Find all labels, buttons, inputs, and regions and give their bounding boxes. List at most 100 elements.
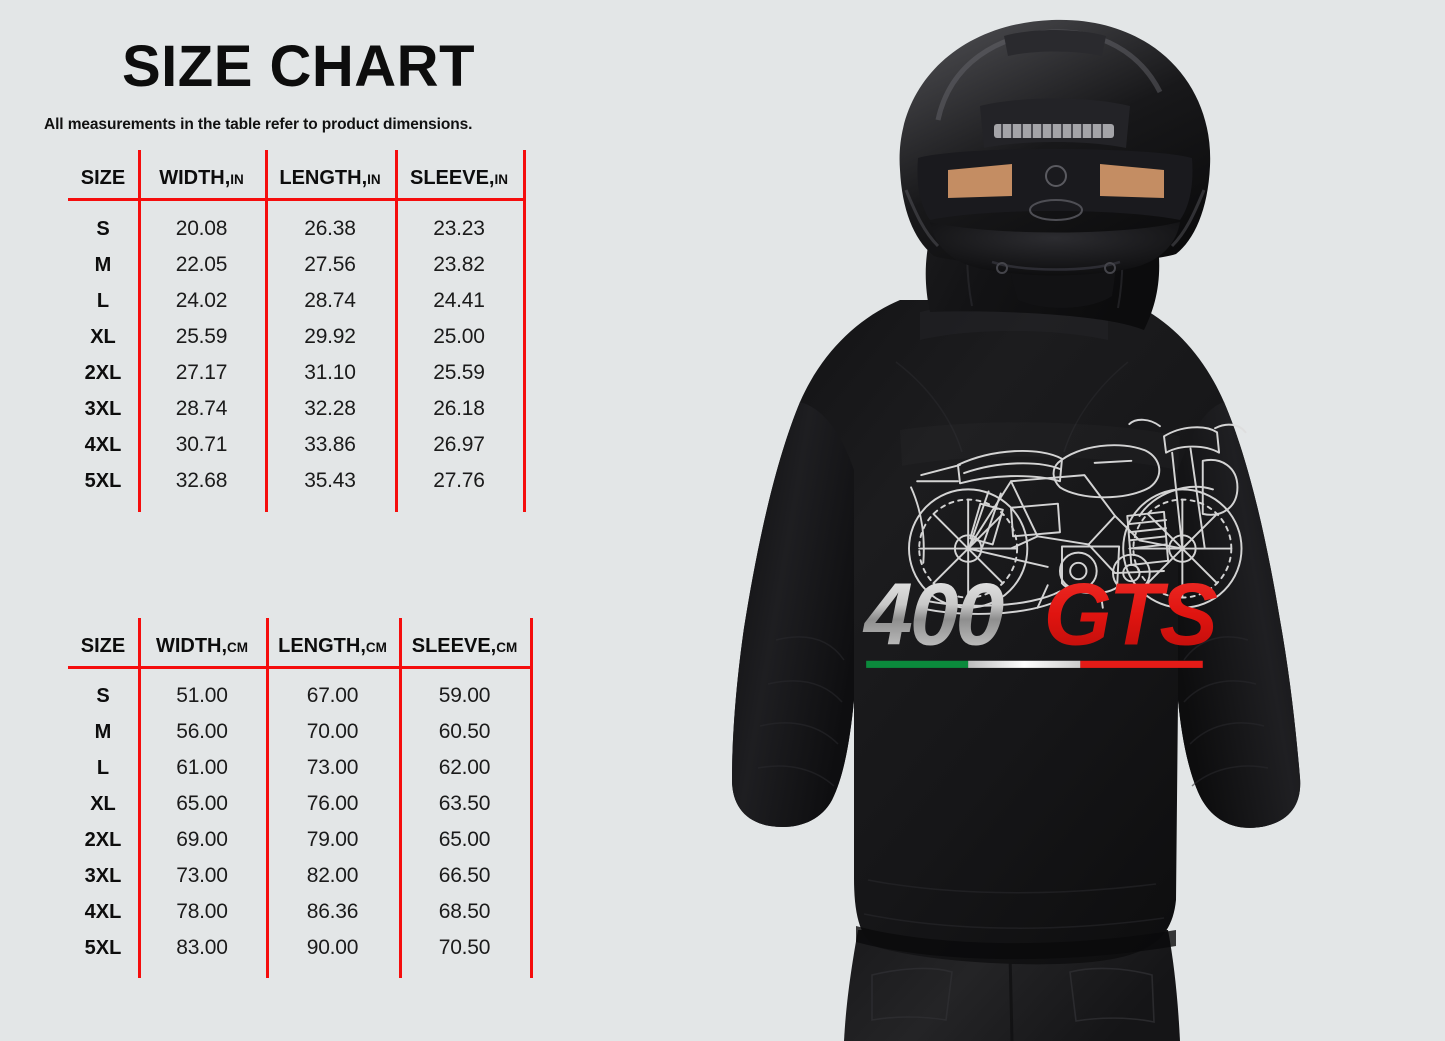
table-row: L 61.00 73.00 62.00	[68, 750, 533, 786]
cell-length: 79.00	[306, 828, 359, 851]
unit-label: IN	[367, 171, 381, 187]
table-row: 2XL 27.17 31.10 25.59	[68, 355, 526, 391]
helmet-top-vent	[1004, 30, 1106, 56]
table-row: 5XL 83.00 90.00 70.50	[68, 930, 533, 966]
cell-sleeve: 70.50	[438, 936, 491, 959]
unit-label: CM	[365, 639, 387, 655]
cell-size: 4XL	[84, 433, 122, 456]
cell-length: 27.56	[304, 253, 356, 276]
cell-length: 70.00	[306, 720, 359, 743]
unit-label: IN	[494, 171, 508, 187]
table-row: M 22.05 27.56 23.82	[68, 247, 526, 283]
helmet-reflector-left	[948, 164, 1012, 198]
cell-width: 83.00	[176, 936, 228, 959]
column-header-width: WIDTH,CM	[155, 634, 249, 657]
unit-label: IN	[230, 171, 244, 187]
column-header-size: SIZE	[80, 166, 126, 189]
table-row: L 24.02 28.74 24.41	[68, 283, 526, 319]
unit-label: CM	[496, 639, 518, 655]
size-chart-panel: SIZE CHART All measurements in the table…	[0, 0, 620, 1041]
cell-sleeve: 63.50	[438, 792, 491, 815]
cell-size: 5XL	[84, 469, 122, 492]
table-row: 5XL 32.68 35.43 27.76	[68, 463, 526, 499]
italian-flag-stripe	[866, 660, 1203, 668]
motorcycle-line-art	[908, 418, 1247, 615]
cell-sleeve: 26.97	[433, 433, 485, 456]
chart-subtitle: All measurements in the table refer to p…	[44, 116, 473, 133]
column-header-width: WIDTH,IN	[159, 166, 244, 189]
hoodie-right-sleeve	[1178, 402, 1301, 828]
cell-sleeve: 66.50	[438, 864, 491, 887]
back-print-logo: 400 GTS	[862, 565, 1220, 668]
header-rule	[68, 198, 526, 201]
cell-length: 33.86	[304, 433, 356, 456]
cell-length: 31.10	[304, 361, 356, 384]
product-photo: 400 GTS	[600, 0, 1445, 1041]
cell-sleeve: 25.59	[433, 361, 485, 384]
table-row: XL 25.59 29.92 25.00	[68, 319, 526, 355]
cell-size: 2XL	[84, 361, 122, 384]
cell-length: 86.36	[306, 900, 359, 923]
column-header-sleeve: SLEEVE,CM	[411, 634, 518, 657]
helmet-lower-emblem	[1029, 199, 1083, 221]
table-row: M 56.00 70.00 60.50	[68, 714, 533, 750]
cell-length: 35.43	[304, 469, 356, 492]
cm-table-grid	[68, 618, 533, 980]
table-row: 3XL 73.00 82.00 66.50	[68, 858, 533, 894]
cell-size: L	[96, 756, 110, 779]
cell-width: 27.17	[175, 361, 228, 384]
page-title: SIZE CHART	[122, 34, 475, 99]
logo-text-gts: GTS	[1044, 565, 1218, 663]
cell-sleeve: 68.50	[438, 900, 491, 923]
cell-width: 24.02	[175, 289, 228, 312]
cell-sleeve: 59.00	[438, 684, 491, 707]
cell-size: M	[94, 253, 112, 276]
cell-width: 32.68	[175, 469, 228, 492]
cell-width: 69.00	[176, 828, 228, 851]
fabric-creases	[757, 361, 1269, 929]
cell-size: S	[96, 217, 110, 240]
helmet-pivot-right	[1104, 262, 1116, 274]
cell-sleeve: 62.00	[438, 756, 491, 779]
column-rule	[265, 150, 268, 512]
cell-sleeve: 23.23	[433, 217, 485, 240]
cell-width: 73.00	[176, 864, 228, 887]
inches-table: SIZE WIDTH,IN LENGTH,IN SLEEVE,IN S 20.0…	[68, 150, 528, 515]
table-row: 2XL 69.00 79.00 65.00	[68, 822, 533, 858]
unit-label: CM	[227, 639, 249, 655]
cell-size: XL	[90, 325, 116, 348]
inches-table-grid	[68, 150, 528, 515]
logo-text-400: 400	[862, 565, 1003, 663]
cm-table-body: S 51.00 67.00 59.00 M 56.00 70.00 60.50 …	[68, 678, 533, 966]
cell-length: 28.74	[304, 289, 356, 312]
column-rule	[399, 618, 402, 978]
column-rule	[138, 618, 141, 978]
back-print-artwork: 400 GTS	[862, 418, 1247, 668]
inches-table-body: S 20.08 26.38 23.23 M 22.05 27.56 23.82 …	[68, 211, 526, 499]
motorcycle-helmet	[899, 19, 1211, 276]
cell-sleeve: 60.50	[438, 720, 491, 743]
table-row: S 20.08 26.38 23.23	[68, 211, 526, 247]
cell-sleeve: 27.76	[433, 469, 485, 492]
cell-sleeve: 25.00	[433, 325, 485, 348]
cell-length: 26.38	[304, 217, 356, 240]
column-header-length: LENGTH,IN	[279, 166, 381, 189]
table-row: 4XL 78.00 86.36 68.50	[68, 894, 533, 930]
column-header-sleeve: SLEEVE,IN	[410, 166, 508, 189]
cell-sleeve: 26.18	[433, 397, 485, 420]
cell-size: 4XL	[84, 900, 122, 923]
cell-width: 20.08	[175, 217, 228, 240]
cell-size: S	[96, 684, 110, 707]
column-rule	[395, 150, 398, 512]
table-row: 3XL 28.74 32.28 26.18	[68, 391, 526, 427]
table-row: XL 65.00 76.00 63.50	[68, 786, 533, 822]
hoodie-left-sleeve	[732, 402, 854, 827]
cell-size: L	[96, 289, 110, 312]
cell-size: XL	[90, 792, 116, 815]
cell-size: 2XL	[84, 828, 122, 851]
cell-width: 30.71	[175, 433, 228, 456]
cell-width: 65.00	[176, 792, 228, 815]
cm-table-header: SIZE WIDTH,CM LENGTH,CM SLEEVE,CM	[68, 626, 533, 666]
table-row: S 51.00 67.00 59.00	[68, 678, 533, 714]
